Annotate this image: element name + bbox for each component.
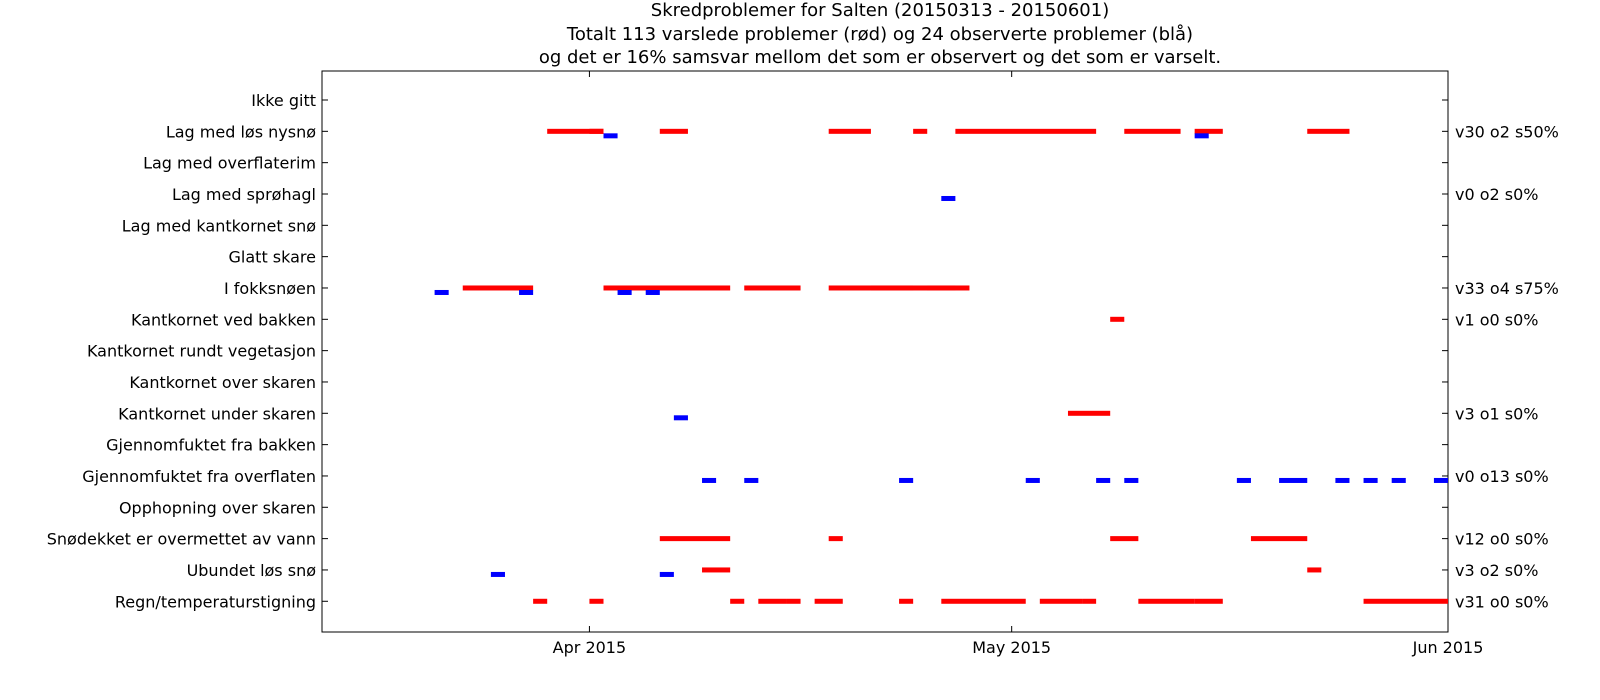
y-tick-label: Kantkornet ved bakken — [131, 310, 316, 329]
chart-title-line-2: Totalt 113 varslede problemer (rød) og 2… — [566, 24, 1193, 45]
forecast-bar — [1082, 598, 1097, 604]
observed-bar — [645, 289, 660, 295]
y-tick-label: Snødekket er overmettet av vann — [47, 530, 316, 549]
observed-bar — [519, 289, 534, 295]
forecast-bar — [814, 598, 843, 604]
forecast-bar — [1307, 128, 1350, 134]
forecast-bar — [758, 598, 787, 604]
observed-bar — [1236, 477, 1251, 483]
chart-title-line-1: Skredproblemer for Salten (20150313 - 20… — [651, 0, 1109, 21]
observed-bar — [941, 195, 956, 201]
row-stat-label: v33 o4 s75% — [1455, 279, 1559, 298]
forecast-bar — [1194, 128, 1223, 134]
observed-bar — [1124, 477, 1139, 483]
forecast-bar — [1138, 598, 1195, 604]
forecast-bar — [1124, 128, 1181, 134]
y-tick-label: Lag med løs nysnø — [166, 122, 316, 141]
observed-bar — [434, 289, 449, 295]
observed-bar — [1335, 477, 1350, 483]
x-tick-label: Jun 2015 — [1412, 638, 1484, 657]
y-tick-label: Ikke gitt — [251, 91, 316, 110]
forecast-bar — [589, 128, 604, 134]
observed-bar — [1363, 477, 1378, 483]
y-tick-label: I fokksnøen — [224, 279, 316, 298]
row-stat-label: v0 o13 s0% — [1455, 467, 1549, 486]
forecast-bar — [589, 598, 604, 604]
y-tick-label: Lag med sprøhagl — [172, 185, 316, 204]
observed-bar — [1096, 477, 1111, 483]
row-stat-label: v31 o0 s0% — [1455, 592, 1549, 611]
forecast-bar — [1194, 598, 1223, 604]
observed-bar — [1194, 133, 1209, 139]
row-stat-label: v3 o1 s0% — [1455, 404, 1539, 423]
y-tick-label: Opphopning over skaren — [119, 498, 316, 517]
forecast-bar — [1110, 536, 1139, 542]
forecast-bar — [927, 285, 956, 291]
forecast-bar — [702, 567, 731, 573]
forecast-bar — [955, 128, 1097, 134]
plot-area — [321, 70, 1449, 633]
forecast-bar — [870, 285, 914, 291]
chart-title: Skredproblemer for Salten (20150313 - 20… — [539, 0, 1221, 68]
y-tick-label: Gjennomfuktet fra bakken — [106, 436, 316, 455]
forecast-bar — [828, 536, 843, 542]
forecast-bar — [547, 128, 604, 134]
forecast-bar — [730, 598, 745, 604]
observed-bar — [1391, 477, 1406, 483]
forecast-bar — [462, 285, 534, 291]
forecast-bar — [828, 128, 871, 134]
observed-bar — [744, 477, 759, 483]
forecast-bar — [1110, 316, 1125, 322]
observed-bar — [659, 571, 674, 577]
forecast-bar — [744, 285, 801, 291]
observed-bar — [1025, 477, 1040, 483]
y-tick-label: Ubundet løs snø — [187, 561, 317, 580]
forecast-bar — [913, 128, 928, 134]
y-tick-label: Gjennomfuktet fra overflaten — [82, 467, 316, 486]
forecast-bar — [1039, 598, 1083, 604]
row-stat-label: v1 o0 s0% — [1455, 310, 1539, 329]
y-tick-label: Lag med overflaterim — [143, 154, 316, 173]
row-stat-label: v12 o0 s0% — [1455, 530, 1549, 549]
row-stat-label: v30 o2 s50% — [1455, 122, 1559, 141]
y-tick-label: Regn/temperaturstigning — [115, 592, 316, 611]
forecast-bar — [786, 598, 801, 604]
y-tick-label: Kantkornet under skaren — [118, 404, 316, 423]
forecast-bar — [533, 598, 548, 604]
forecast-bar — [659, 128, 688, 134]
x-tick-label: Apr 2015 — [553, 638, 626, 657]
observed-bar — [899, 477, 914, 483]
observed-bar — [617, 289, 632, 295]
chart-title-line-3: og det er 16% samsvar mellom det som er … — [539, 47, 1221, 68]
x-tick-label: May 2015 — [972, 638, 1051, 657]
y-tick-label: Lag med kantkornet snø — [122, 216, 316, 235]
observed-bar — [702, 477, 717, 483]
forecast-bar — [1067, 410, 1111, 416]
observed-bar — [673, 415, 688, 421]
row-stat-label: v0 o2 s0% — [1455, 185, 1539, 204]
observed-bar — [1433, 477, 1448, 483]
forecast-bar — [659, 536, 731, 542]
forecast-bar — [1307, 567, 1322, 573]
observed-bar — [603, 133, 618, 139]
row-stat-label: v3 o2 s0% — [1455, 561, 1539, 580]
forecast-bar — [1250, 536, 1308, 542]
forecast-bar — [941, 598, 1026, 604]
forecast-bar — [1363, 598, 1448, 604]
y-tick-label: Glatt skare — [229, 248, 316, 267]
observed-bar — [490, 571, 505, 577]
forecast-bar — [603, 285, 731, 291]
forecast-bar — [899, 598, 914, 604]
y-tick-label: Kantkornet over skaren — [129, 373, 316, 392]
y-tick-label: Kantkornet rundt vegetasjon — [87, 342, 316, 361]
observed-bar — [1279, 477, 1308, 483]
